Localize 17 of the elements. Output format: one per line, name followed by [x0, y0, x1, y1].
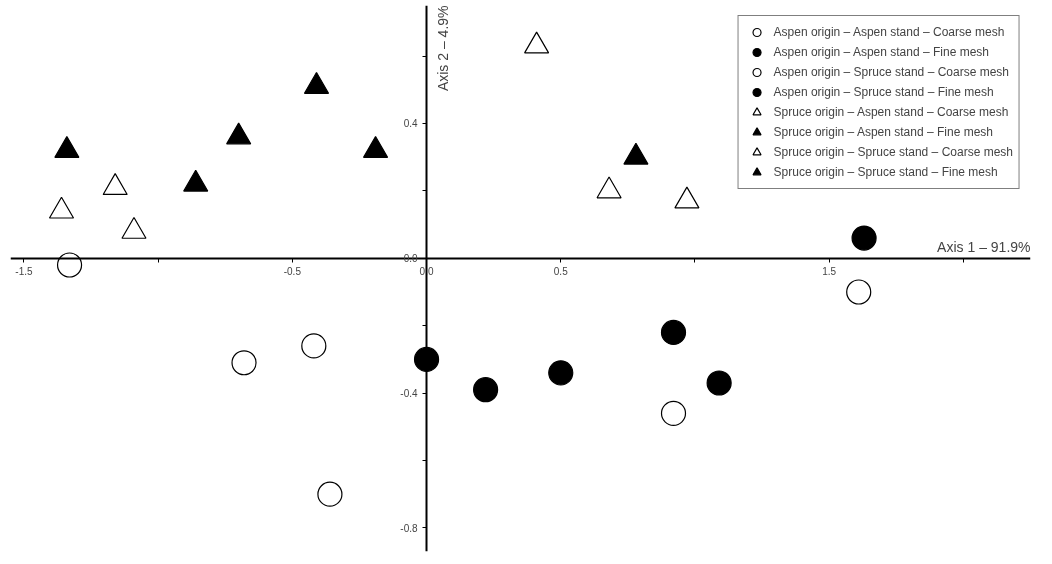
legend-label: Spruce origin – Aspen stand – Fine mesh — [773, 124, 993, 140]
y-axis-title: Axis 2 – 4.9% — [434, 5, 451, 92]
legend-label: Aspen origin – Spruce stand – Coarse mesh — [773, 64, 1009, 80]
legend-label: Aspen origin – Spruce stand – Fine mesh — [773, 84, 994, 100]
x-tick-label: 1.5 — [822, 266, 837, 278]
y-tick-label: -0.8 — [400, 522, 418, 534]
x-tick-label: 0.5 — [553, 266, 569, 278]
x-tick-label: -0.5 — [283, 266, 302, 278]
x-tick-label: -1.5 — [15, 266, 33, 278]
y-tick-label: -0.4 — [400, 388, 418, 400]
legend-label: Spruce origin – Aspen stand – Coarse mesh — [773, 104, 1009, 120]
y-tick-label: 0.4 — [403, 118, 418, 130]
x-axis-title: Axis 1 – 91.9% — [937, 239, 1031, 256]
legend-label: Aspen origin – Aspen stand – Fine mesh — [773, 44, 989, 60]
legend-label: Spruce origin – Spruce stand – Coarse mesh — [773, 144, 1013, 160]
legend-label: Aspen origin – Aspen stand – Coarse mesh — [773, 24, 1005, 40]
legend-label: Spruce origin – Spruce stand – Fine mesh — [773, 164, 998, 180]
